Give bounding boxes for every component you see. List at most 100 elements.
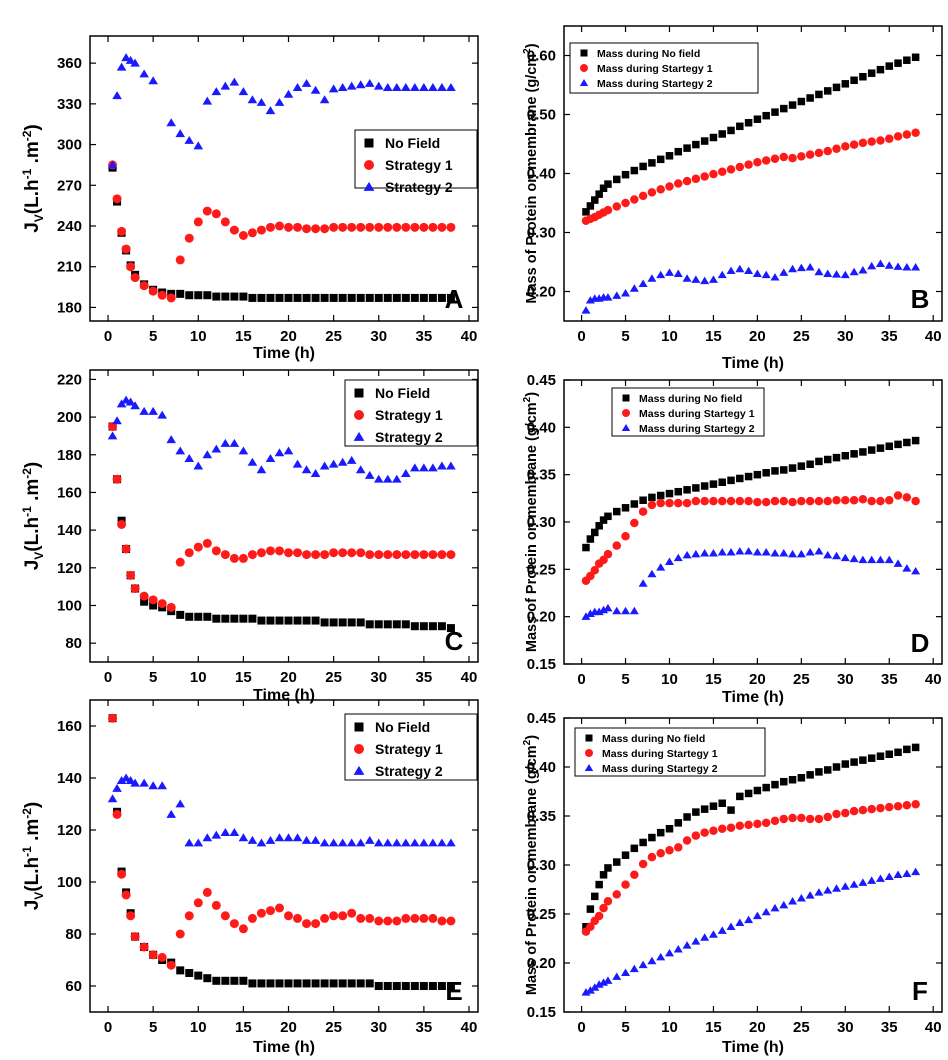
panel-f-data-point	[603, 897, 613, 906]
panel-e-data-point	[274, 903, 284, 913]
panel-c-data-point	[185, 612, 194, 621]
panel-e-data-point	[374, 916, 384, 926]
panel-a-legend-label: Strategy 2	[385, 179, 453, 195]
panel-d-xtick-label: 10	[661, 671, 678, 688]
panel-a-ytick-label: 240	[57, 218, 82, 235]
panel-b-series-2	[581, 259, 921, 314]
panel-b-data-point	[849, 140, 859, 149]
panel-b-data-point	[656, 185, 665, 194]
panel-a-data-point	[274, 221, 284, 231]
panel-e-data-point	[311, 979, 320, 988]
panel-d-data-point	[590, 566, 600, 575]
panel-d-xtick-label: 0	[577, 671, 585, 688]
panel-d-data-point	[797, 462, 806, 470]
panel-d-data-point	[726, 548, 736, 556]
panel-f-data-point	[815, 768, 823, 776]
panel-c-data-point	[157, 599, 167, 609]
panel-c-data-point	[184, 453, 195, 462]
panel-e-data-point	[446, 982, 455, 990]
panel-e-data-point	[410, 913, 420, 923]
panel-f-data-point	[586, 922, 595, 931]
panel-c-xtick-label: 25	[325, 669, 342, 686]
panel-a-data-point	[211, 209, 221, 219]
panel-b-yaxis-title: Mass of Protein on membrane (g/cm2)	[522, 43, 540, 303]
panel-b-data-point	[823, 146, 832, 156]
panel-e-data-point	[392, 982, 401, 990]
panel-e-data-point	[329, 911, 339, 921]
panel-a-xaxis-title: Time (h)	[253, 345, 315, 362]
panel-a-data-point	[116, 62, 127, 71]
panel-e-data-point	[338, 979, 347, 988]
panel-e-legend-label: Strategy 1	[375, 741, 443, 757]
panel-f-data-point	[630, 870, 639, 880]
panel-f-data-point	[814, 888, 824, 896]
panel-b-yaxis-title-part: )	[524, 43, 540, 48]
panel-d-data-point	[691, 496, 701, 506]
panel-e-data-point	[391, 838, 402, 847]
panel-d-data-point	[647, 569, 657, 578]
panel-d-data-point	[718, 478, 726, 486]
panel-e-data-point	[410, 982, 419, 990]
panel-e-data-point	[266, 979, 275, 988]
panel-e-data-point	[166, 809, 177, 818]
panel-f-ytick-label: 0.25	[527, 906, 556, 923]
panel-a-data-point	[139, 281, 149, 291]
panel-c-frame	[89, 369, 479, 663]
panel-d-data-point	[630, 500, 639, 508]
panel-c-data-point	[364, 470, 375, 479]
panel-b-data-point	[841, 80, 850, 88]
panel-a-data-point	[310, 85, 321, 94]
panel-a-data-point	[337, 83, 348, 91]
panel-a: 0 5 10 15 20 25 30 35 40 180 210 240 270 300 330 360 Tim…	[20, 35, 479, 362]
panel-e-data-point	[383, 982, 392, 990]
panel-c-legend: No Field Strategy 1 Strategy 2	[344, 379, 478, 447]
panel-c-data-point	[320, 618, 329, 627]
panel-e-data-point	[293, 979, 302, 988]
panel-d-ytick-label: 0.35	[527, 467, 556, 484]
panel-c-data-point	[329, 548, 339, 558]
panel-a-xtick-label: 30	[370, 328, 387, 345]
panel-f-data-point	[744, 820, 753, 830]
panel-b-data-point	[797, 97, 806, 106]
panel-a-data-point	[347, 293, 356, 302]
panel-e-data-point	[410, 838, 420, 847]
panel-a-xtick-label: 15	[235, 328, 252, 345]
panel-b-data-point	[840, 270, 850, 279]
panel-d-data-point	[586, 535, 595, 543]
panel-f-data-point	[893, 870, 903, 879]
panel-a-data-point	[302, 293, 311, 302]
panel-f-xtick-label: 40	[925, 1019, 942, 1036]
panel-f-legend-marker	[584, 764, 594, 771]
panel-f-data-point	[709, 826, 718, 835]
panel-d-data-point	[753, 497, 762, 507]
panel-f-data-point	[683, 813, 691, 821]
panel-d-data-point	[875, 555, 885, 564]
panel-c-data-point	[148, 406, 158, 415]
panel-f-data-point	[867, 804, 876, 814]
panel-d-data-point	[581, 612, 591, 620]
panel-d-data-point	[708, 548, 718, 557]
panel-a-ytick-label: 270	[57, 177, 82, 194]
panel-a-ytick-label: 330	[57, 96, 82, 113]
panel-d-legend-label: Mass during Startegy 1	[639, 408, 755, 420]
panel-e-series-1	[108, 713, 456, 970]
panel-f-data-point	[902, 869, 912, 878]
panel-f-data-point	[726, 922, 736, 930]
panel-c-data-point	[374, 620, 383, 629]
panel-b-data-point	[832, 144, 841, 153]
panel-b-data-point	[903, 56, 911, 64]
panel-e-letter: E	[445, 976, 462, 1006]
panel-c-data-point	[356, 548, 366, 558]
panel-b-data-point	[867, 69, 876, 77]
panel-a-data-point	[112, 91, 122, 100]
panel-b-data-point	[709, 169, 718, 179]
panel-f-data-point	[840, 882, 850, 890]
panel-e-data-point	[176, 966, 185, 975]
panel-f-data-point	[805, 814, 815, 824]
panel-c-data-point	[175, 557, 185, 567]
panel-c-data-point	[211, 546, 221, 556]
panel-f-data-point	[599, 978, 609, 986]
panel-c-data-point	[302, 550, 312, 560]
panel-c-data-point	[283, 446, 294, 455]
panel-d-data-point	[867, 496, 876, 506]
